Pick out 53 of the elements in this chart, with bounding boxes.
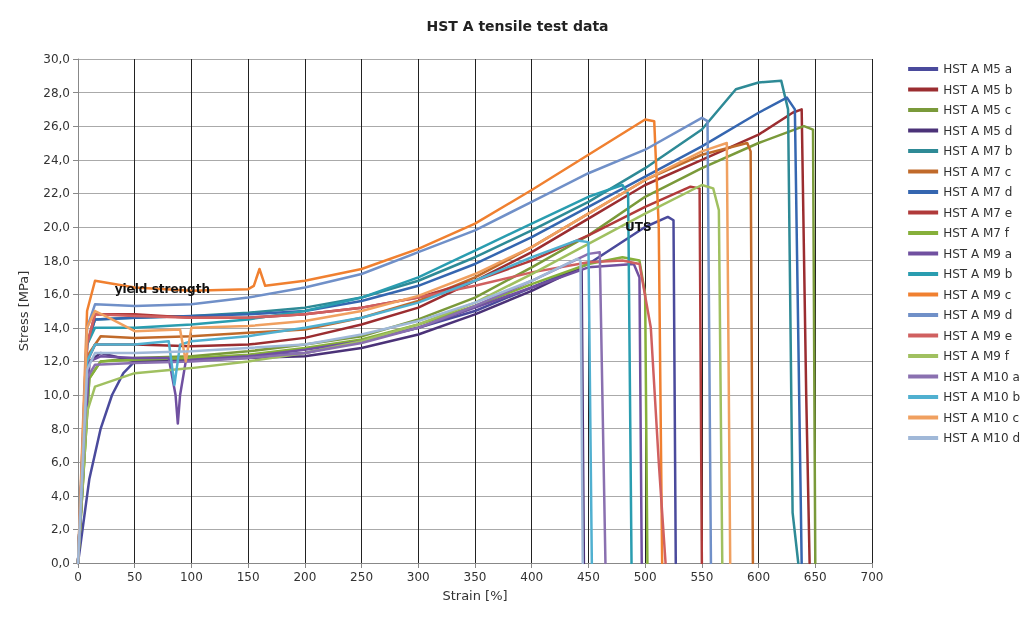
legend-label: HST A M9 d (943, 308, 1013, 322)
x-tick-label: 200 (293, 570, 317, 584)
y-axis-title: Stress [MPa] (16, 270, 31, 352)
legend-label: HST A M10 a (943, 369, 1020, 384)
x-tick-label: 50 (127, 570, 143, 584)
y-tick-label: 0,0 (50, 556, 70, 570)
legend-label: HST A M10 d (943, 431, 1021, 445)
y-tick-label: 4,0 (50, 488, 70, 503)
legend-label: HST A M10 c (943, 410, 1019, 425)
x-tick-label: 300 (406, 570, 430, 584)
legend-label: HST A M9 b (943, 267, 1013, 281)
y-tick-label: 14,0 (43, 320, 70, 335)
x-tick-label: 100 (179, 570, 203, 584)
legend-label: HST A M7 c (943, 164, 1012, 179)
y-tick-label: 24,0 (43, 152, 70, 167)
x-tick-label: 250 (350, 570, 374, 584)
legend-label: HST A M9 f (943, 349, 1010, 363)
x-tick-label: 450 (576, 570, 600, 584)
y-tick-label: 28,0 (43, 85, 70, 100)
legend-label: HST A M5 b (943, 82, 1013, 97)
legend-label: HST A M7 f (943, 226, 1010, 240)
x-tick-label: 500 (633, 570, 657, 584)
legend-label: HST A M5 a (943, 62, 1013, 76)
x-tick-label: 550 (690, 570, 714, 584)
x-axis-title: Strain [%] (442, 588, 508, 603)
y-tick-label: 8,0 (50, 421, 70, 436)
x-tick-label: 0 (74, 570, 82, 584)
legend-label: HST A M5 c (943, 103, 1012, 117)
y-tick-label: 6,0 (50, 455, 70, 470)
y-tick-label: 18,0 (43, 253, 70, 268)
legend-label: HST A M7 d (943, 185, 1013, 199)
legend-label: HST A M7 e (943, 205, 1013, 220)
y-tick-label: 12,0 (43, 354, 70, 369)
legend-label: HST A M7 b (943, 144, 1013, 158)
y-tick-label: 10,0 (43, 388, 70, 402)
x-tick-label: 150 (236, 570, 260, 584)
x-tick-label: 400 (520, 570, 544, 584)
y-tick-label: 16,0 (43, 287, 70, 302)
x-tick-label: 650 (803, 570, 827, 584)
y-tick-label: 30,0 (43, 52, 70, 66)
x-tick-label: 350 (463, 570, 487, 584)
y-tick-label: 26,0 (43, 119, 70, 134)
chart-title: HST A tensile test data (426, 18, 609, 34)
legend-label: HST A M9 a (943, 246, 1013, 261)
y-tick-label: 22,0 (43, 186, 70, 201)
legend-label: HST A M9 e (943, 328, 1013, 343)
x-tick-label: 600 (747, 570, 771, 584)
y-tick-label: 20,0 (43, 220, 70, 234)
x-tick-label: 700 (860, 570, 884, 584)
legend-label: HST A M5 d (943, 123, 1013, 138)
legend-label: HST A M9 c (943, 287, 1012, 302)
legend-label: HST A M10 b (943, 390, 1021, 404)
y-tick-label: 2,0 (50, 522, 70, 537)
